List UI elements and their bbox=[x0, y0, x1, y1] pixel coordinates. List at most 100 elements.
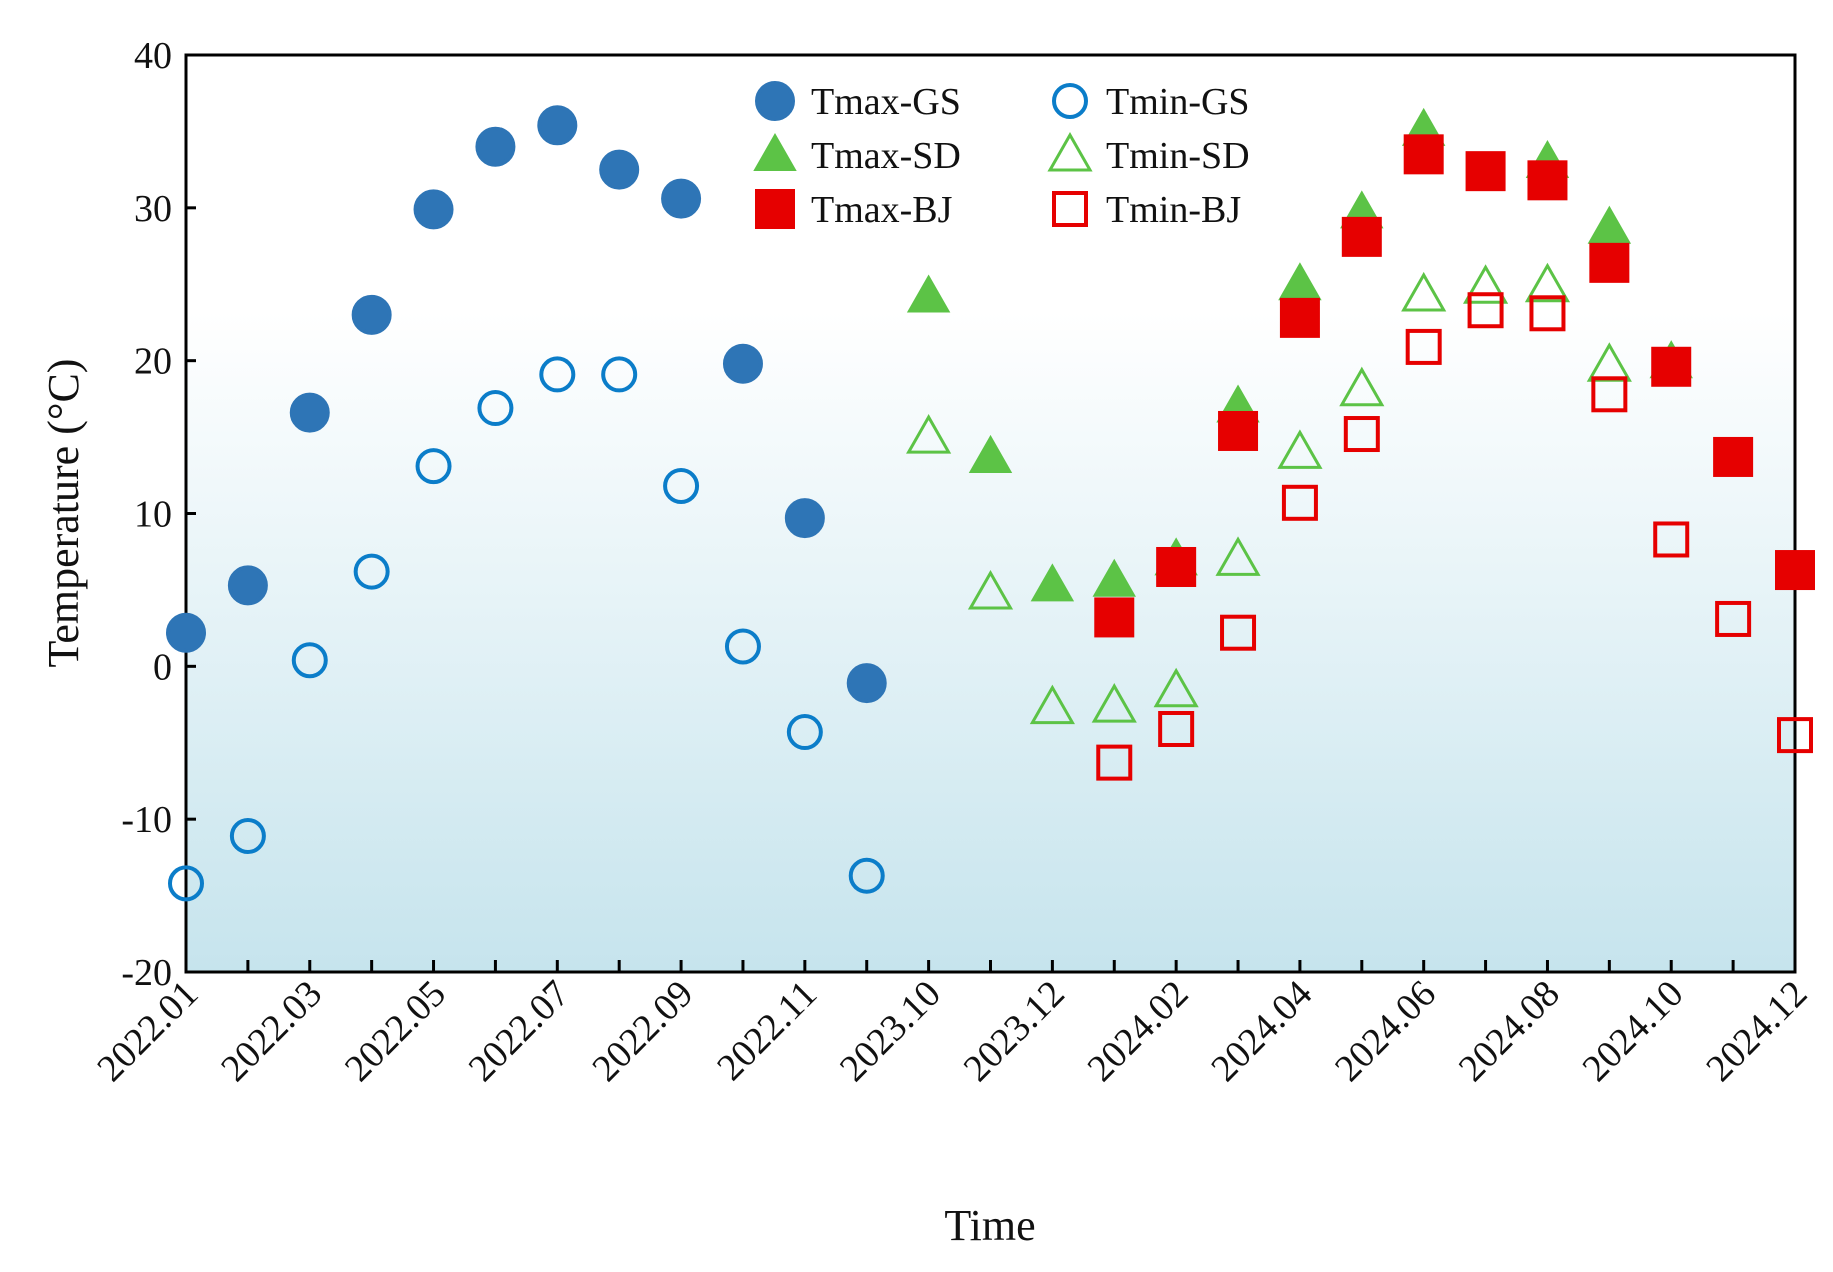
y-axis-title: Temperature (°C) bbox=[39, 359, 88, 668]
point-tmax-bj bbox=[1341, 216, 1382, 257]
point-tmin-bj bbox=[1715, 600, 1752, 637]
point-tmin-bj bbox=[1281, 484, 1318, 521]
x-tick-label: 2024.10 bbox=[1575, 973, 1692, 1090]
point-tmax-bj bbox=[1527, 160, 1568, 201]
x-axis-title: Time bbox=[944, 1201, 1035, 1250]
series-tmin-bj bbox=[1096, 292, 1813, 781]
y-tick-label: 10 bbox=[134, 494, 172, 536]
x-tick-label: 2024.04 bbox=[1203, 973, 1320, 1090]
x-tick-label: 2022.03 bbox=[213, 973, 330, 1090]
legend: Tmax-GS Tmin-GS Tmax-SD Tmin-SD Tmax-BJ Tmin-… bbox=[753, 81, 1250, 231]
legend-item-tmax-bj: Tmax-BJ bbox=[755, 189, 952, 231]
y-tick-label: -20 bbox=[121, 952, 172, 994]
point-tmax-bj bbox=[1589, 242, 1630, 283]
point-tmin-sd bbox=[906, 414, 952, 454]
point-tmax-gs bbox=[289, 392, 330, 433]
data-points bbox=[166, 105, 1815, 902]
point-tmax-bj bbox=[1651, 346, 1692, 387]
legend-label: Tmax-SD bbox=[811, 135, 961, 177]
point-tmax-bj bbox=[1713, 436, 1754, 477]
x-tick-label: 2024.12 bbox=[1698, 973, 1815, 1090]
x-tick-label: 2022.09 bbox=[584, 973, 701, 1090]
point-tmax-gs bbox=[784, 498, 825, 539]
point-tmin-bj bbox=[1653, 521, 1690, 558]
point-tmin-gs bbox=[786, 714, 823, 751]
legend-item-tmin-gs: Tmin-GS bbox=[1052, 81, 1250, 123]
point-tmin-bj bbox=[1467, 292, 1504, 329]
legend-label: Tmin-BJ bbox=[1106, 189, 1241, 231]
y-tick-label: 40 bbox=[134, 35, 172, 77]
point-tmin-gs bbox=[477, 390, 514, 427]
point-tmin-sd bbox=[1524, 262, 1571, 303]
point-tmin-gs bbox=[415, 448, 452, 485]
point-tmin-bj bbox=[1220, 614, 1257, 651]
y-tick-label: 30 bbox=[134, 188, 172, 230]
point-tmax-gs bbox=[351, 294, 392, 335]
point-tmin-sd bbox=[1153, 667, 1199, 708]
point-tmax-bj bbox=[1403, 134, 1444, 175]
point-tmax-bj bbox=[1279, 297, 1320, 338]
legend-marker bbox=[755, 189, 795, 229]
point-tmin-gs bbox=[353, 553, 390, 590]
point-tmin-gs bbox=[724, 628, 761, 665]
point-tmax-gs bbox=[722, 343, 763, 384]
point-tmax-sd bbox=[906, 274, 951, 313]
point-tmax-gs bbox=[475, 126, 516, 167]
point-tmax-gs bbox=[413, 189, 454, 230]
legend-label: Tmax-BJ bbox=[811, 189, 952, 231]
point-tmin-gs bbox=[168, 865, 204, 902]
point-tmin-bj bbox=[1158, 710, 1195, 747]
point-tmax-sd bbox=[1030, 563, 1075, 602]
point-tmin-sd bbox=[1277, 429, 1323, 469]
point-tmax-sd bbox=[968, 434, 1013, 473]
y-tick-label: -10 bbox=[121, 799, 172, 841]
point-tmin-gs bbox=[848, 857, 885, 894]
point-tmax-bj bbox=[1218, 410, 1259, 451]
series-tmax-gs bbox=[166, 105, 887, 704]
point-tmin-gs bbox=[229, 817, 266, 854]
legend-marker bbox=[755, 81, 795, 121]
plot-area bbox=[184, 53, 1797, 974]
x-tick-label: 2024.06 bbox=[1327, 973, 1444, 1090]
point-tmin-bj bbox=[1591, 376, 1628, 413]
point-tmin-bj bbox=[1777, 717, 1813, 754]
x-tick-label: 2023.12 bbox=[956, 973, 1073, 1090]
x-tick-label: 2024.02 bbox=[1079, 973, 1196, 1090]
point-tmin-gs bbox=[601, 356, 638, 393]
point-tmin-sd bbox=[1029, 684, 1075, 725]
point-tmax-bj bbox=[1156, 546, 1197, 587]
point-tmax-gs bbox=[537, 105, 578, 146]
point-tmin-gs bbox=[291, 642, 328, 679]
point-tmin-gs bbox=[663, 467, 700, 504]
x-tick-label: 2023.10 bbox=[832, 973, 949, 1090]
legend-item-tmin-bj: Tmin-BJ bbox=[1052, 189, 1241, 231]
point-tmin-sd bbox=[1462, 264, 1509, 304]
point-tmax-bj bbox=[1465, 151, 1506, 192]
legend-item-tmax-sd: Tmax-SD bbox=[753, 132, 961, 177]
point-tmin-sd bbox=[1339, 366, 1385, 407]
y-tick-label: 20 bbox=[134, 341, 172, 383]
legend-item-tmax-gs: Tmax-GS bbox=[755, 81, 961, 123]
point-tmax-gs bbox=[846, 663, 887, 704]
legend-item-tmin-sd: Tmin-SD bbox=[1047, 131, 1250, 177]
series-tmax-bj bbox=[1094, 134, 1815, 638]
x-tick-label: 2024.08 bbox=[1451, 973, 1568, 1090]
point-tmax-bj bbox=[1094, 597, 1135, 638]
x-tick-label: 2022.11 bbox=[709, 973, 825, 1089]
point-tmax-sd bbox=[1092, 558, 1136, 597]
point-tmax-sd bbox=[1587, 205, 1632, 244]
point-tmin-gs bbox=[539, 356, 576, 393]
legend-label: Tmin-GS bbox=[1106, 81, 1250, 123]
point-tmax-gs bbox=[599, 149, 640, 190]
point-tmin-bj bbox=[1343, 416, 1380, 453]
point-tmin-sd bbox=[1401, 271, 1447, 312]
legend-label: Tmax-GS bbox=[811, 81, 961, 123]
legend-marker bbox=[1052, 191, 1088, 227]
point-tmin-sd bbox=[1091, 683, 1137, 723]
legend-marker bbox=[1047, 131, 1093, 172]
series-tmin-gs bbox=[168, 356, 885, 902]
y-tick-label: 0 bbox=[153, 646, 172, 688]
legend-marker bbox=[1052, 83, 1088, 119]
x-tick-label: 2022.07 bbox=[461, 973, 578, 1090]
